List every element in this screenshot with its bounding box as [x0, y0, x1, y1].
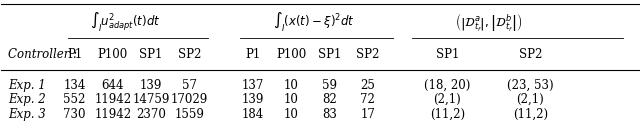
Text: SP2: SP2	[518, 48, 542, 61]
Text: SP1: SP1	[318, 48, 341, 61]
Text: $\int_I (x(t) - \xi)^2 dt$: $\int_I (x(t) - \xi)^2 dt$	[273, 10, 355, 34]
Text: P1: P1	[246, 48, 260, 61]
Text: 59: 59	[322, 79, 337, 92]
Text: 10: 10	[284, 93, 299, 106]
Text: 14759: 14759	[132, 93, 170, 106]
Text: 25: 25	[360, 79, 375, 92]
Text: 1559: 1559	[175, 108, 204, 121]
Text: 57: 57	[182, 79, 197, 92]
Text: P100: P100	[98, 48, 128, 61]
Text: SP1: SP1	[436, 48, 459, 61]
Text: 184: 184	[242, 108, 264, 121]
Text: 137: 137	[242, 79, 264, 92]
Text: Controller :: Controller :	[8, 48, 77, 61]
Text: (11,2): (11,2)	[430, 108, 465, 121]
Text: 139: 139	[140, 79, 163, 92]
Text: $\int_I u^2_{adapt}(t)dt$: $\int_I u^2_{adapt}(t)dt$	[90, 10, 161, 34]
Text: 82: 82	[322, 93, 337, 106]
Text: (2,1): (2,1)	[433, 93, 461, 106]
Text: 11942: 11942	[94, 108, 131, 121]
Text: P100: P100	[276, 48, 307, 61]
Text: 730: 730	[63, 108, 86, 121]
Text: 10: 10	[284, 108, 299, 121]
Text: Exp. 1: Exp. 1	[8, 79, 45, 92]
Text: 17029: 17029	[171, 93, 208, 106]
Text: 2370: 2370	[136, 108, 166, 121]
Text: $\left(\left|\mathcal{D}^a_{t_f}\right|, \left|\mathcal{D}^b_{t_f}\right|\right): $\left(\left|\mathcal{D}^a_{t_f}\right|,…	[455, 11, 522, 33]
Text: 83: 83	[322, 108, 337, 121]
Text: 17: 17	[360, 108, 375, 121]
Text: SP1: SP1	[140, 48, 163, 61]
Text: (18, 20): (18, 20)	[424, 79, 470, 92]
Text: 11942: 11942	[94, 93, 131, 106]
Text: P1: P1	[67, 48, 83, 61]
Text: 139: 139	[242, 93, 264, 106]
Text: SP2: SP2	[178, 48, 201, 61]
Text: Exp. 2: Exp. 2	[8, 93, 45, 106]
Text: (11,2): (11,2)	[513, 108, 548, 121]
Text: 134: 134	[63, 79, 86, 92]
Text: Exp. 3: Exp. 3	[8, 108, 45, 121]
Text: 644: 644	[102, 79, 124, 92]
Text: 72: 72	[360, 93, 375, 106]
Text: (23, 53): (23, 53)	[507, 79, 554, 92]
Text: (2,1): (2,1)	[516, 93, 544, 106]
Text: SP2: SP2	[356, 48, 380, 61]
Text: 10: 10	[284, 79, 299, 92]
Text: 552: 552	[63, 93, 86, 106]
